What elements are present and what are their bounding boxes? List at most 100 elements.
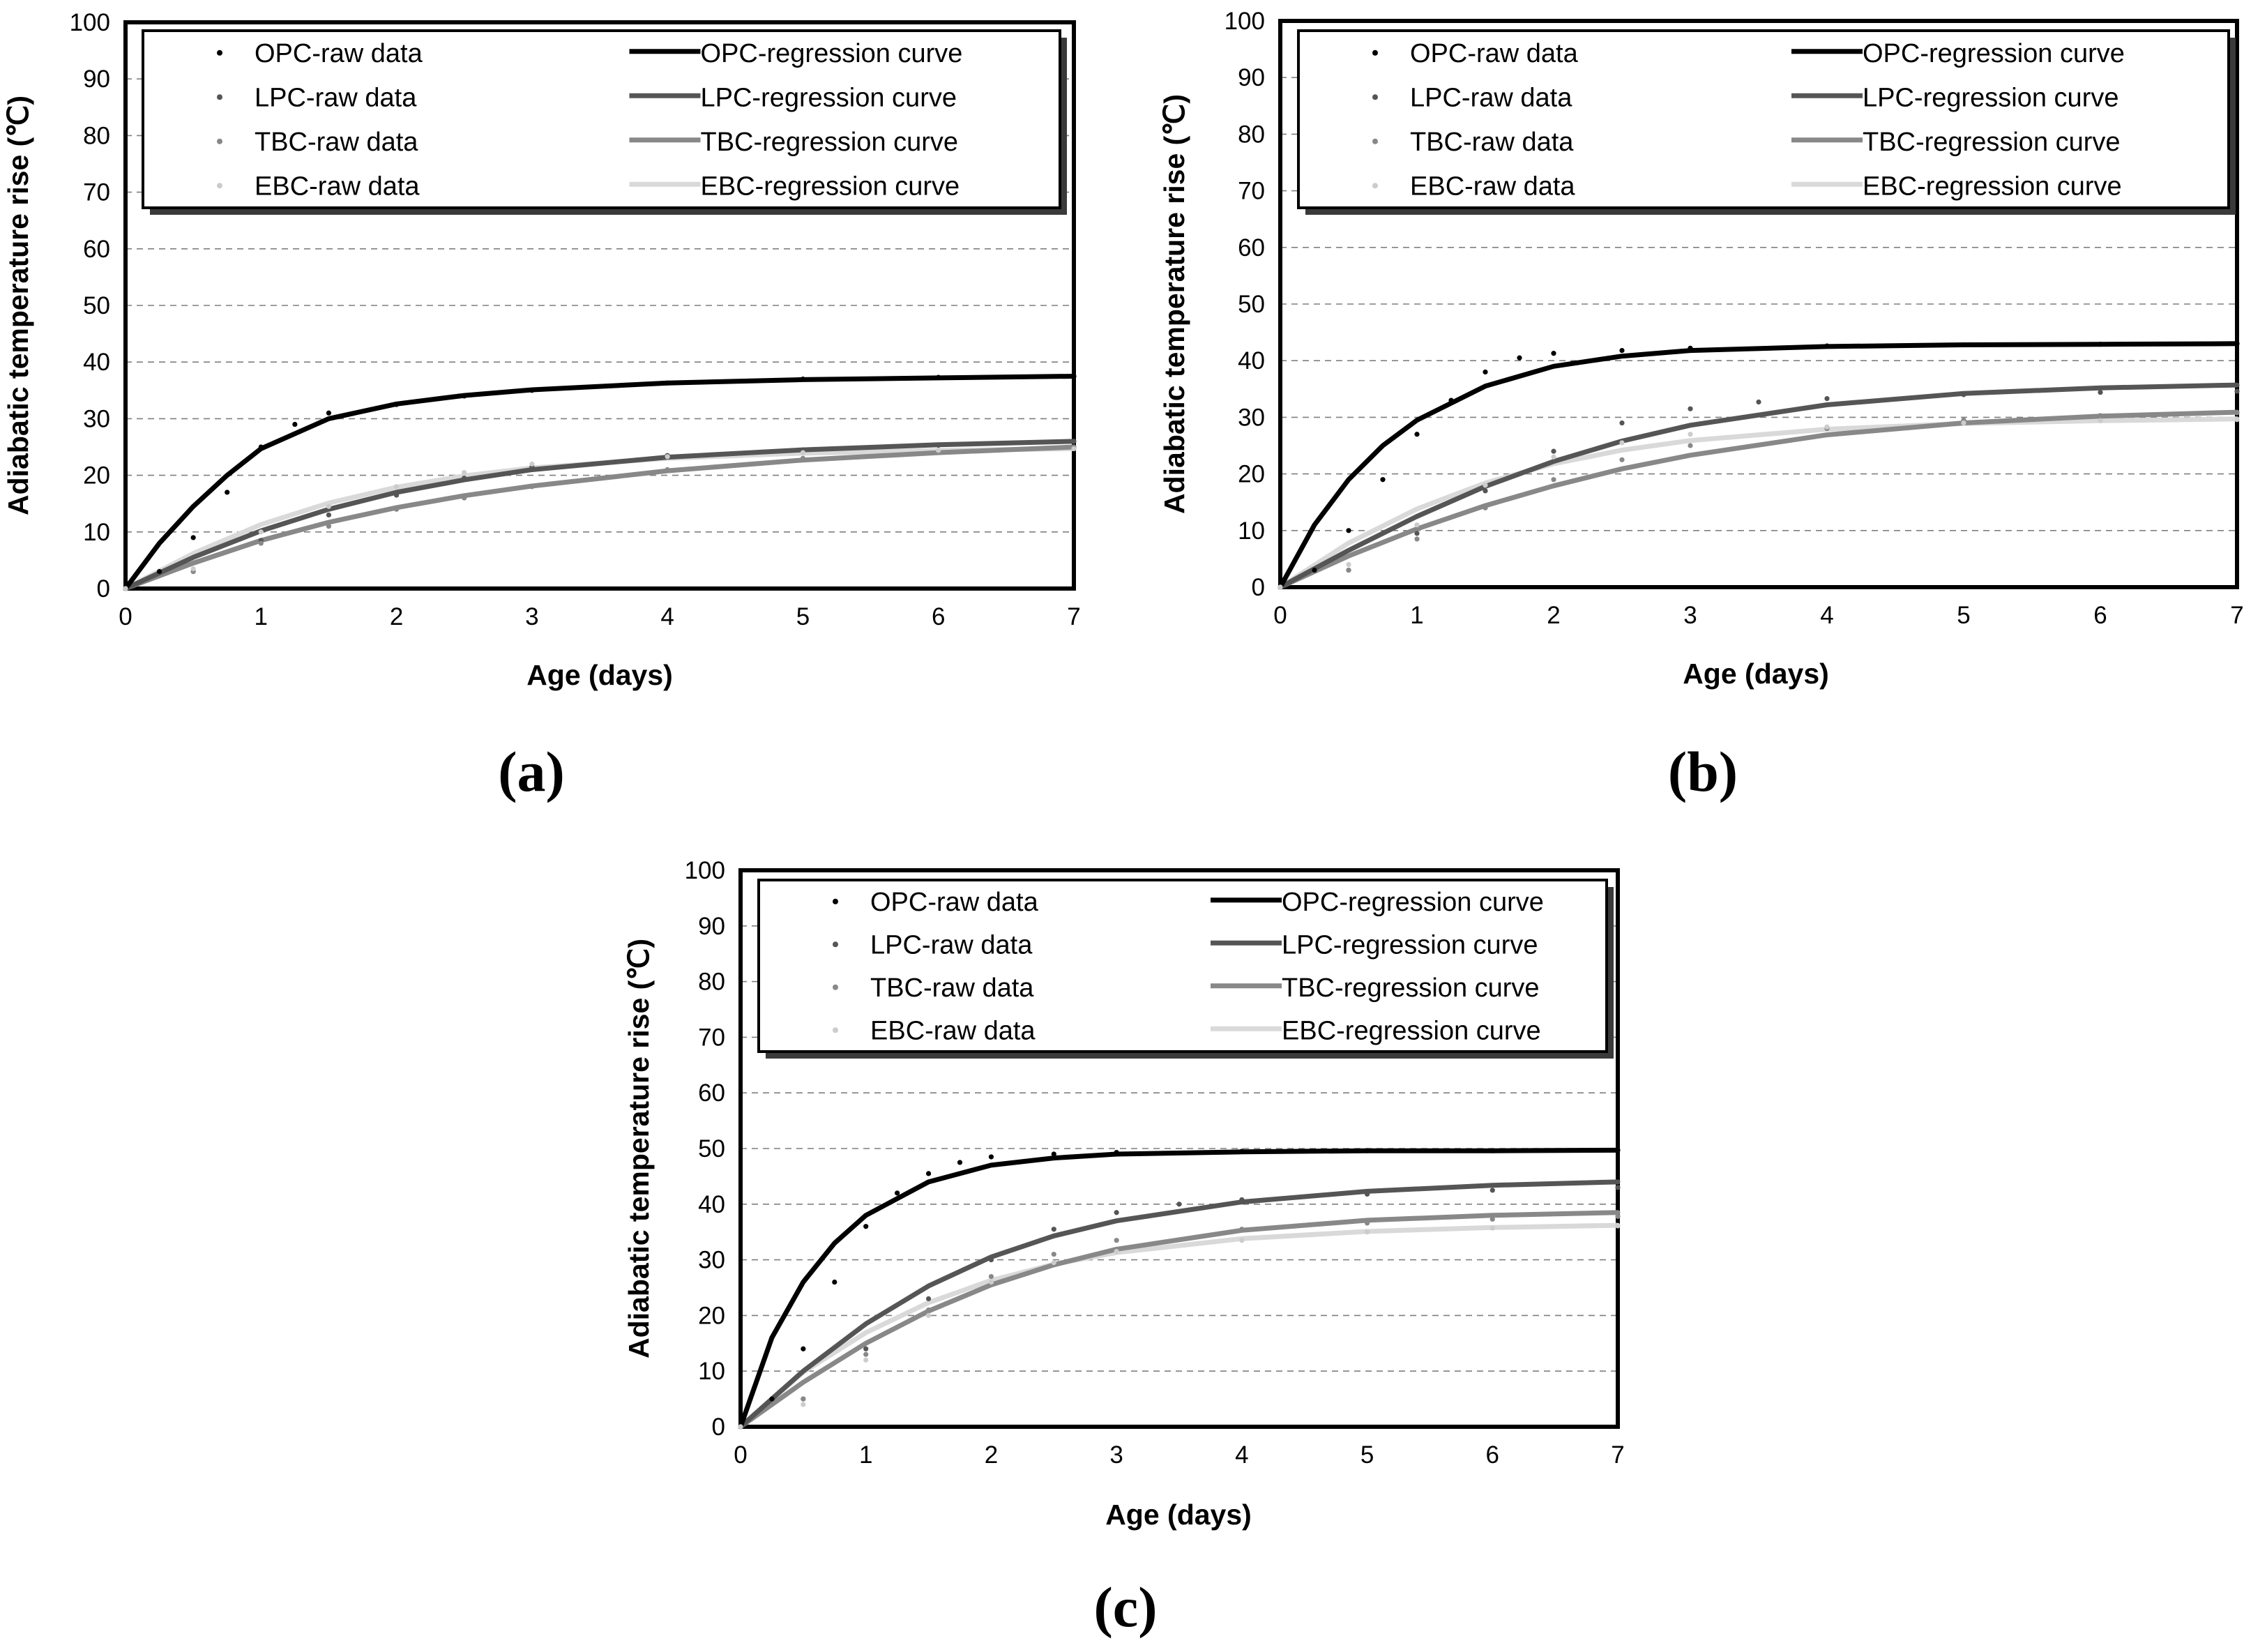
chart-a-ytick-label: 50 [83, 292, 110, 319]
chart-a-legend-label: OPC-raw data [255, 39, 423, 68]
chart-c-raw-point [1051, 1252, 1056, 1257]
chart-c-raw-point [801, 1396, 806, 1402]
chart-b-xtick-label: 0 [1273, 602, 1287, 629]
chart-c-legend-label: OPC-raw data [870, 888, 1039, 917]
chart-c-xtick-label: 3 [1109, 1441, 1123, 1469]
chart-a-legend-label: LPC-regression curve [701, 83, 957, 112]
chart-b-ytick-label: 30 [1238, 404, 1265, 431]
chart-b-legend-label: LPC-raw data [1410, 83, 1572, 112]
chart-b-legend-label: EBC-regression curve [1863, 172, 2122, 201]
chart-b-raw-point [2234, 417, 2240, 423]
chart-c-xtick-label: 7 [1611, 1441, 1624, 1469]
chart-a-xlabel: Age (days) [526, 659, 673, 691]
chart-b-raw-point [1619, 440, 1625, 446]
chart-b-legend-label: TBC-regression curve [1863, 128, 2121, 157]
chart-b-raw-point [1688, 443, 1693, 448]
chart-b-ytick-label: 100 [1225, 8, 1265, 35]
chart-b-ytick-label: 40 [1238, 347, 1265, 374]
chart-c-xtick-label: 2 [985, 1441, 998, 1469]
chart-a-raw-point [665, 467, 670, 473]
chart-b-raw-point [1961, 392, 1966, 397]
chart-a-xtick-label: 4 [660, 603, 674, 630]
chart-c-ytick-label: 40 [698, 1191, 725, 1218]
chart-c-ylabel: Adiabatic temperature rise (℃) [623, 939, 655, 1358]
chart-b-ytick-label: 10 [1238, 517, 1265, 545]
chart-c-raw-point [1364, 1229, 1370, 1235]
chart-a-raw-point [1071, 373, 1077, 379]
chart-c-raw-point [1114, 1210, 1119, 1215]
chart-c-raw-point [925, 1296, 932, 1302]
chart-c-raw-point [832, 1279, 837, 1285]
chart-a-raw-point [326, 524, 332, 529]
chart-b-legend-marker [1372, 94, 1378, 100]
chart-b-raw-point [1688, 432, 1693, 437]
chart-b-raw-point [1551, 454, 1556, 460]
chart-c-ytick-label: 80 [698, 969, 725, 996]
chart-c-legend-label: OPC-regression curve [1282, 888, 1544, 917]
chart-b-ytick-label: 80 [1238, 121, 1265, 148]
chart-a-panel-label: (a) [498, 740, 565, 803]
chart-a-ytick-label: 20 [83, 462, 110, 490]
chart-b-raw-point [1961, 342, 1966, 348]
chart-c-ytick-label: 0 [712, 1414, 725, 1441]
chart-a-ytick-label: 100 [70, 9, 110, 36]
chart-c-raw-point [925, 1171, 932, 1176]
chart-c-xtick-label: 5 [1360, 1441, 1374, 1469]
chart-a-legend-label: TBC-raw data [255, 128, 418, 157]
chart-a-ytick-label: 10 [83, 519, 110, 546]
chart-c-raw-point [1176, 1202, 1182, 1207]
chart-b-ytick-label: 50 [1238, 291, 1265, 318]
chart-b-xtick-label: 6 [2093, 602, 2107, 629]
chart-a-legend-marker [217, 183, 222, 189]
chart-a-raw-point [529, 461, 535, 467]
chart-c-raw-point [1239, 1149, 1245, 1154]
chart-c-raw-point [863, 1357, 869, 1363]
chart-b-raw-point [1483, 488, 1488, 494]
chart-a-raw-point [326, 410, 332, 416]
chart-a-xtick-label: 5 [796, 603, 810, 630]
chart-b-legend-label: LPC-regression curve [1863, 83, 2118, 112]
chart-b-raw-point [1278, 584, 1283, 590]
chart-c-ytick-label: 100 [685, 857, 725, 884]
chart-a-raw-point [326, 503, 332, 509]
chart-c-raw-point [957, 1160, 963, 1165]
chart-a-legend-label: LPC-raw data [255, 83, 417, 112]
chart-a-xtick-label: 7 [1067, 603, 1080, 630]
chart-c-raw-point [1489, 1148, 1495, 1153]
chart-b-raw-point [1551, 351, 1556, 356]
chart-b-raw-point [1619, 420, 1625, 426]
chart-b-raw-point [1414, 536, 1420, 542]
chart-c-raw-point [1239, 1238, 1245, 1243]
chart-a-ytick-label: 60 [83, 236, 110, 263]
chart-c-raw-point [1364, 1148, 1370, 1153]
chart-a-raw-point [936, 442, 941, 448]
chart-a-ytick-label: 90 [83, 66, 110, 93]
chart-a-plot-frame [123, 20, 1076, 591]
chart-c-series-lpc-regression-curve [738, 1179, 1621, 1430]
chart-a-ytick-label: 40 [83, 349, 110, 376]
chart-b-legend-label: OPC-regression curve [1863, 39, 2125, 68]
chart-c-legend-marker [833, 984, 838, 990]
chart-b-raw-point [1517, 355, 1522, 361]
chart-c-raw-point [1114, 1249, 1119, 1255]
chart-c-raw-point [895, 1190, 900, 1196]
chart-b-legend [1297, 29, 2230, 209]
chart-c-xtick-label: 1 [859, 1441, 872, 1469]
chart-a-xtick-label: 6 [932, 603, 945, 630]
chart-c-panel-letter: c [1113, 1575, 1138, 1639]
chart-b-legend-marker [1372, 138, 1378, 144]
chart-a-legend-label: EBC-regression curve [701, 172, 960, 201]
chart-c-raw-point [1489, 1188, 1495, 1193]
chart-b-ytick-label: 20 [1238, 461, 1265, 488]
chart-a-raw-point [190, 566, 196, 572]
chart-b-raw-point [1483, 369, 1488, 375]
chart-b-raw-point [1756, 399, 1761, 405]
chart-c-raw-point [801, 1346, 806, 1351]
chart-c-raw-point [988, 1273, 994, 1280]
chart-b-raw-point [2098, 418, 2103, 423]
chart-a-raw-point [462, 476, 467, 481]
chart-c-raw-point [1364, 1191, 1370, 1197]
chart-a-legend-marker [217, 138, 222, 144]
